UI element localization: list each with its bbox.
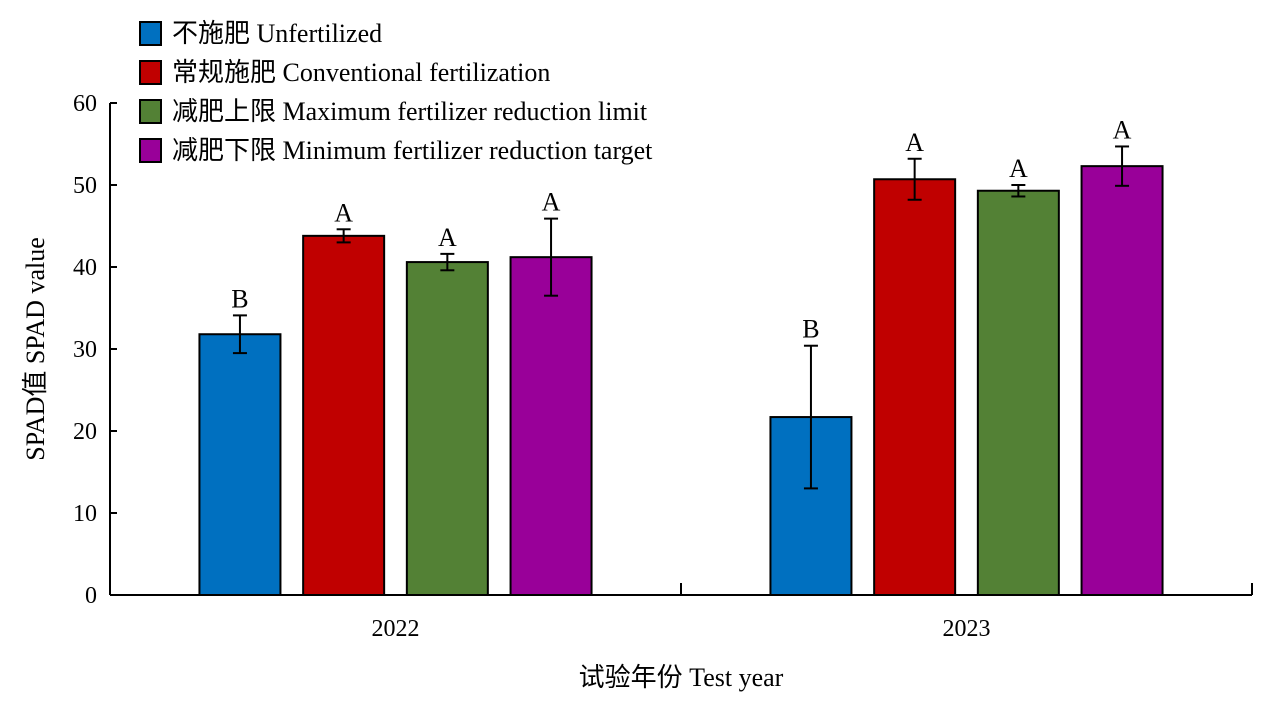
significance-label: A [542,188,561,217]
bar [976,189,1060,597]
bar [873,178,957,596]
significance-label: A [905,128,924,157]
y-tick-label: 30 [73,337,97,363]
legend-swatch [139,138,162,163]
significance-label: B [802,315,819,344]
significance-label: A [1113,115,1132,144]
y-tick-label: 20 [73,419,97,445]
x-tick-label: 2022 [372,616,420,642]
legend-label: 减肥下限 Minimum fertilizer reduction target [172,136,653,165]
significance-label: A [334,198,353,227]
bar [198,333,282,596]
legend: 不施肥 Unfertilized 常规施肥 Conventional fertil… [139,19,653,165]
y-tick-label: 10 [73,501,97,527]
y-tick-label: 60 [73,91,97,117]
legend-label: 减肥上限 Maximum fertilizer reduction limit [172,97,648,126]
legend-swatch [139,60,162,85]
bars: B A A A B A A A [198,115,1164,597]
bar [1080,165,1164,596]
legend-swatch [139,99,162,124]
legend-label: 不施肥 Unfertilized [172,19,382,48]
bar [509,256,593,596]
significance-label: A [1009,154,1028,183]
axes: 0 10 20 30 40 50 60 2022 2023 [73,91,1253,642]
y-axis-label: SPAD值 SPAD value [21,237,50,460]
x-axis-label: 试验年份 Test year [579,663,784,692]
y-tick-label: 0 [85,583,97,609]
significance-label: B [231,284,248,313]
y-tick-label: 40 [73,255,97,281]
significance-label: A [438,223,457,252]
y-tick-label: 50 [73,173,97,199]
bar [405,261,489,596]
bar [302,234,386,596]
legend-label: 常规施肥 Conventional fertilization [172,58,550,87]
x-tick-label: 2023 [943,616,991,642]
legend-swatch [139,21,162,46]
